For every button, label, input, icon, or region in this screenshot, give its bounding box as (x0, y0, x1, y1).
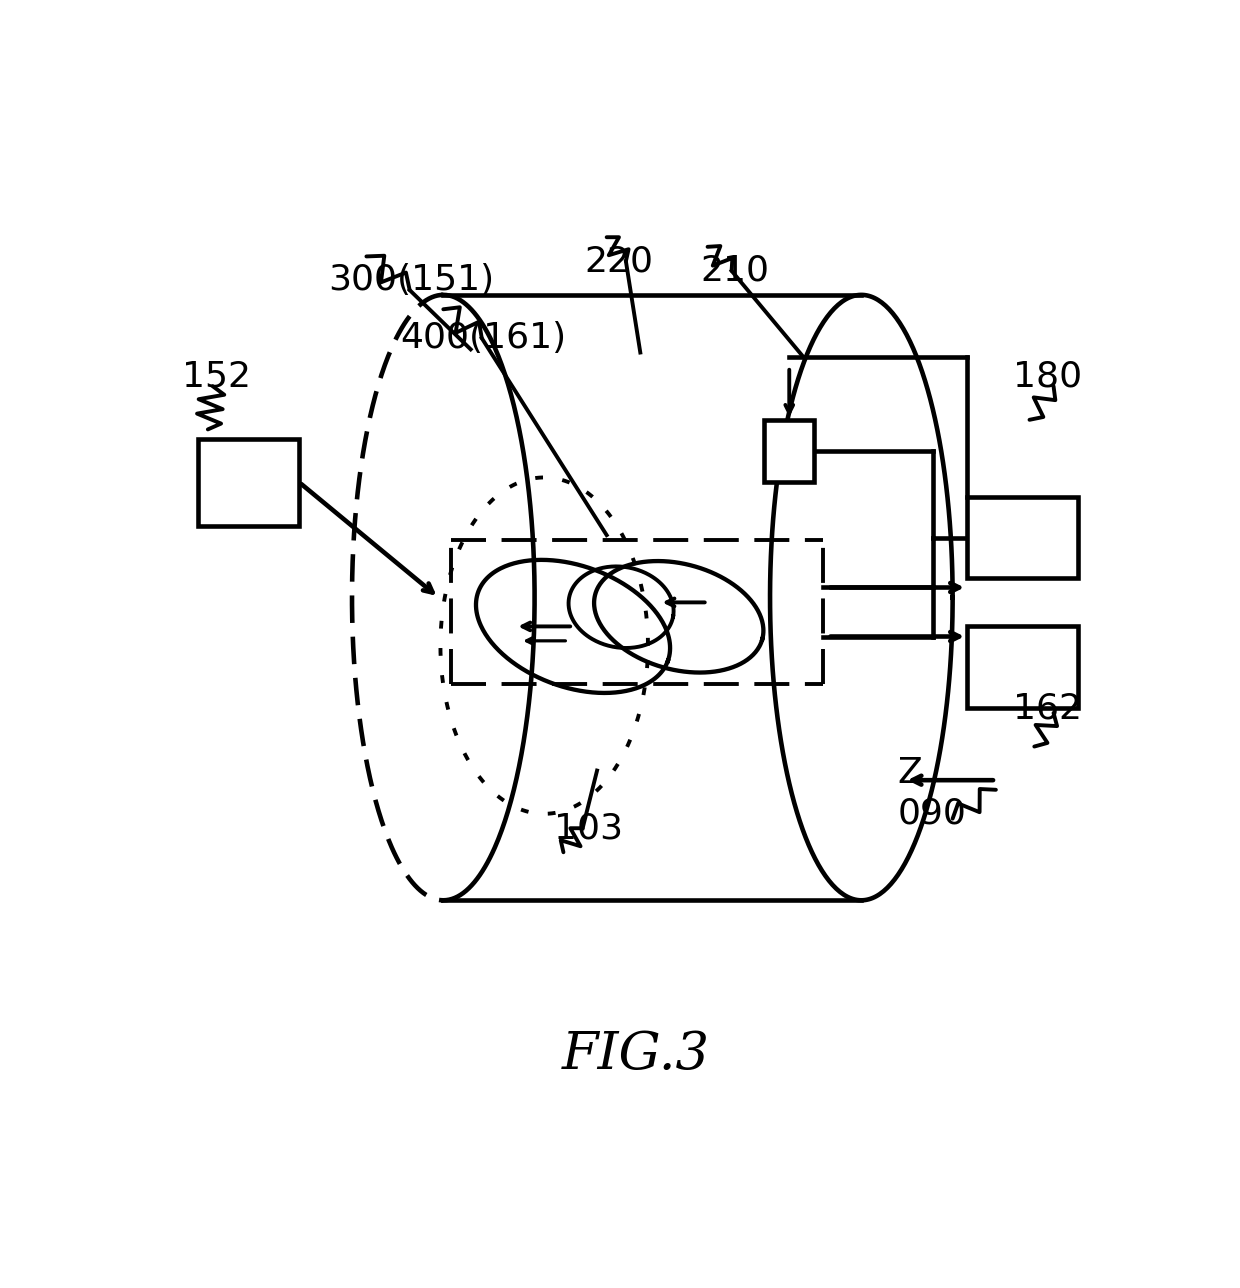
Text: 090: 090 (898, 797, 967, 831)
Text: 220: 220 (584, 245, 653, 278)
Text: 103: 103 (554, 811, 622, 845)
Bar (764, 420, 815, 482)
Text: 210: 210 (699, 254, 769, 287)
Bar (967, 626, 1078, 708)
Bar (198, 439, 299, 526)
Text: Z: Z (898, 756, 923, 791)
Text: 162: 162 (1013, 692, 1083, 725)
Text: 180: 180 (1013, 359, 1083, 394)
Text: 300(151): 300(151) (327, 264, 494, 298)
Bar (967, 497, 1078, 578)
Text: FIG.3: FIG.3 (562, 1029, 709, 1079)
Text: 152: 152 (182, 359, 250, 394)
Text: 400(161): 400(161) (401, 321, 567, 355)
